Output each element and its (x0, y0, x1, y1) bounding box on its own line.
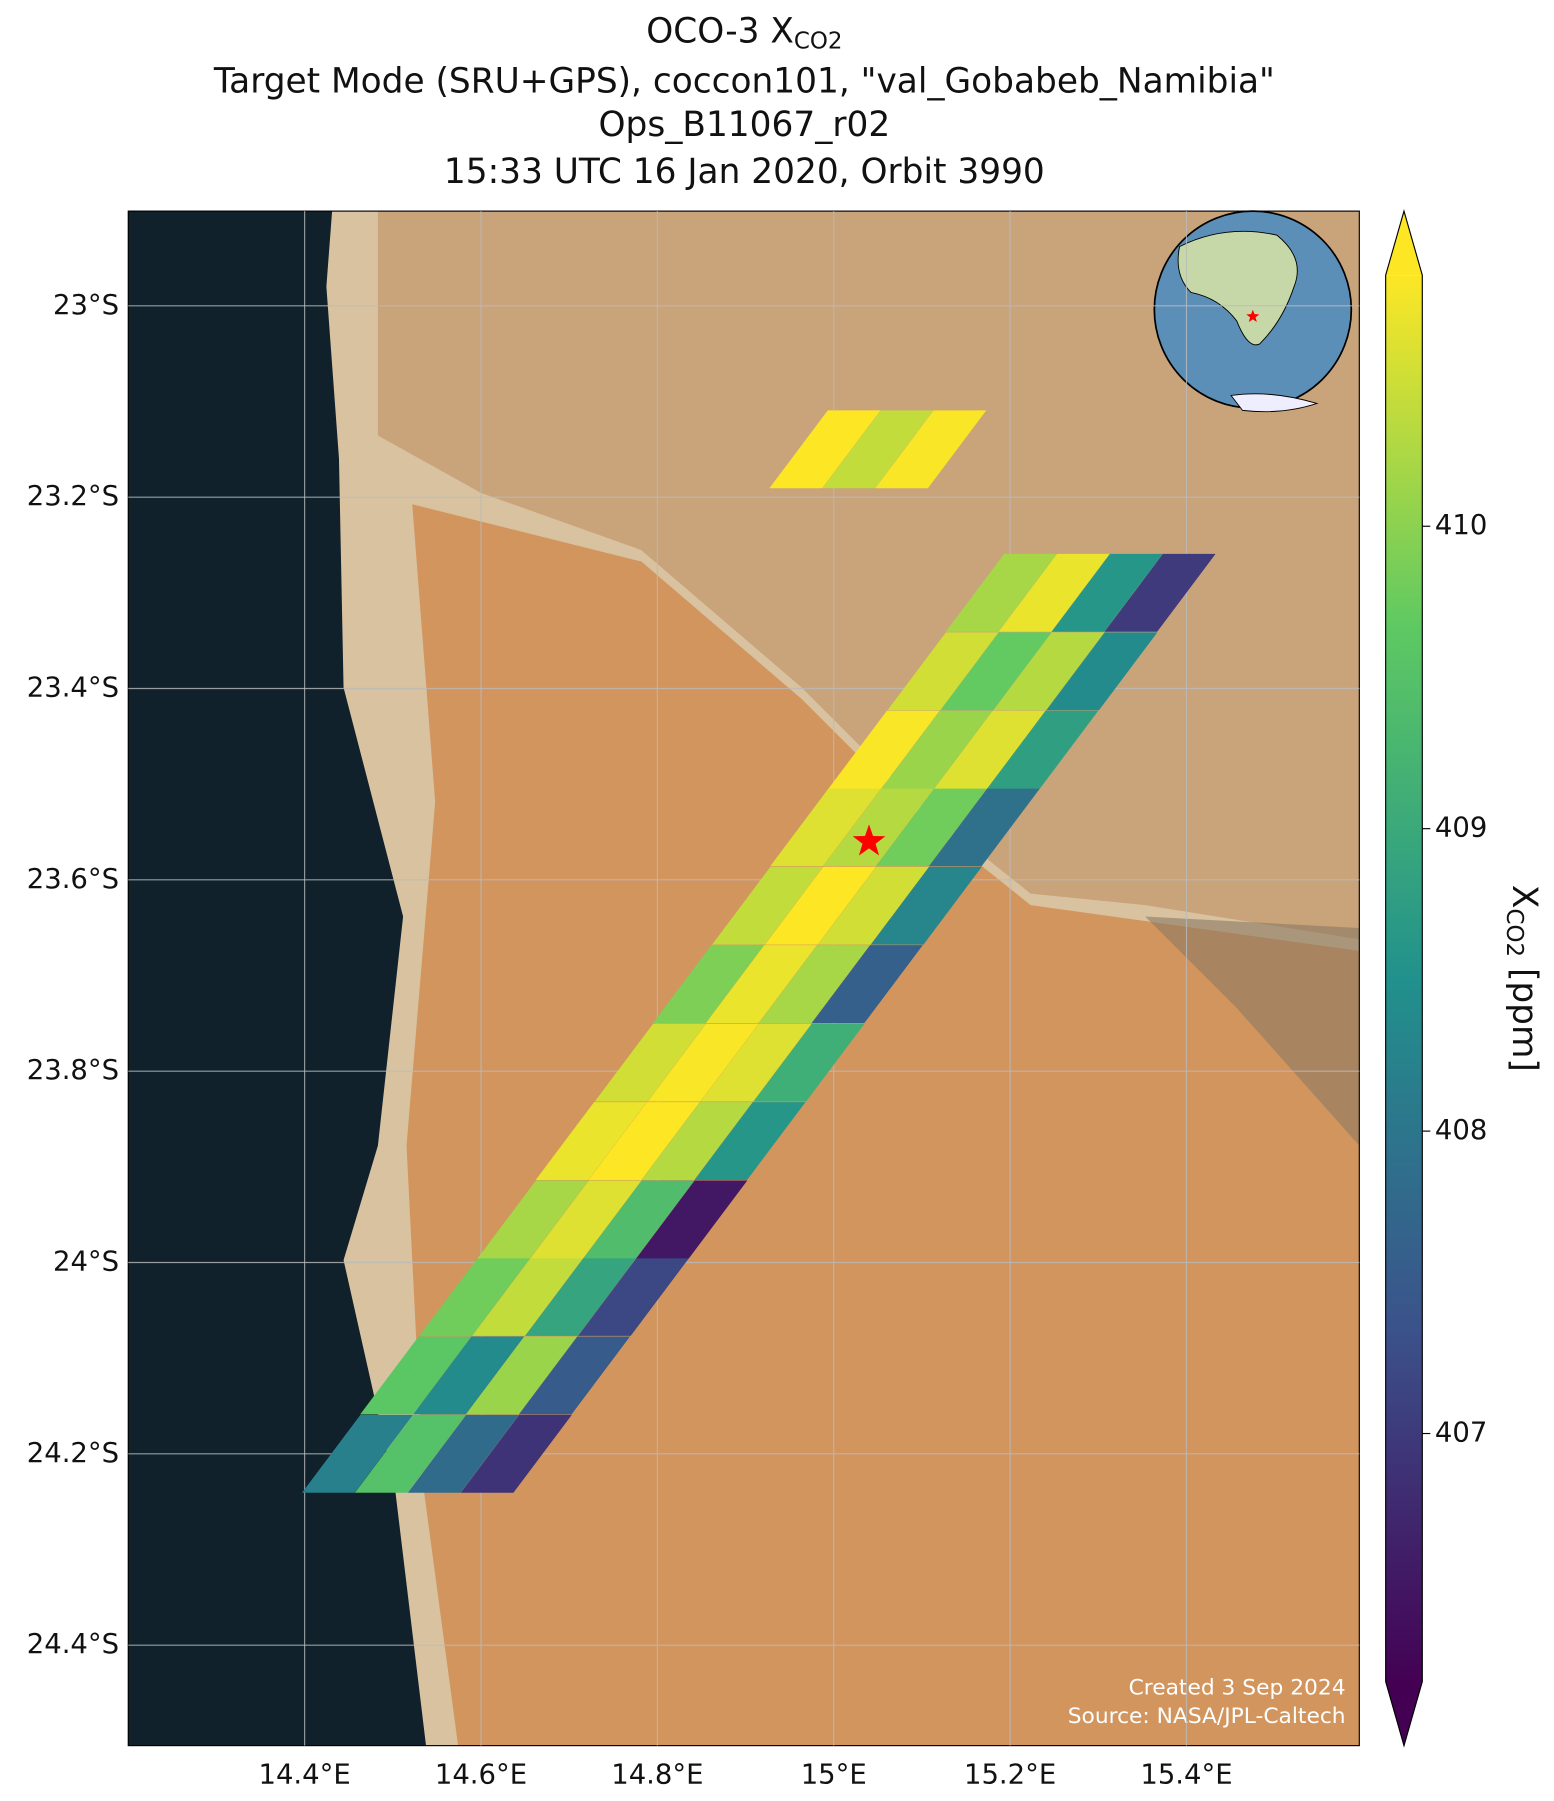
colorbar-tick-label: 407 (1435, 1417, 1487, 1449)
x-tick-label: 14.4°E (258, 1758, 350, 1790)
colorbar-tick-label: 409 (1435, 812, 1487, 844)
colorbar-extend-min (1385, 1681, 1423, 1746)
colorbar-outline (1385, 209, 1423, 1748)
x-tick-label: 15.4°E (1140, 1758, 1232, 1790)
sounding (647, 1023, 759, 1102)
sounding (1104, 553, 1216, 632)
sounding (758, 945, 870, 1024)
y-tick-label: 23.2°S (27, 480, 119, 512)
sounding (823, 788, 935, 867)
x-tick-label: 14.8°E (611, 1758, 703, 1790)
sounding (301, 1414, 414, 1493)
sounding (828, 710, 940, 789)
x-tick-label: 15.2°E (964, 1758, 1056, 1790)
x-tick-label: 14.6°E (435, 1758, 527, 1790)
sounding (998, 553, 1110, 632)
site-marker (852, 824, 886, 856)
sounding (354, 1414, 466, 1493)
sounding (945, 553, 1057, 632)
x-tick-label: 15°E (801, 1758, 867, 1790)
colorbar-tick-label: 408 (1435, 1114, 1487, 1146)
colorbar-extend-max (1385, 211, 1423, 276)
sounding (876, 788, 988, 867)
grid (128, 211, 1360, 1746)
title: OCO-3 XCO2 (646, 11, 842, 54)
sounding (477, 1180, 589, 1259)
y-tick-label: 23.4°S (27, 671, 119, 703)
sounding (413, 1336, 525, 1415)
sounding (525, 1258, 637, 1336)
sounding (530, 1180, 642, 1259)
sounding (652, 945, 765, 1024)
sounding (700, 1023, 812, 1102)
colorbar-label-main: X (1505, 885, 1545, 909)
subtitle: 15:33 UTC 16 Jan 2020, Orbit 3990 (444, 152, 1045, 192)
sounding (817, 866, 929, 945)
colorbar-label-subscript: CO2 (1501, 908, 1527, 957)
y-tick-label: 23.8°S (27, 1054, 119, 1086)
sounding (1051, 553, 1163, 632)
y-tick-label: 24.2°S (27, 1437, 119, 1469)
sounding (407, 1414, 519, 1493)
sounding (822, 410, 934, 489)
credit: Created 3 Sep 2024 (1129, 1675, 1346, 1700)
sounding (360, 1336, 472, 1415)
sounding (764, 866, 877, 945)
y-tick-label: 24°S (53, 1246, 119, 1278)
sounding (472, 1258, 584, 1336)
sounding (578, 1258, 690, 1336)
sounding (940, 632, 1052, 711)
sounding (419, 1258, 531, 1336)
colorbar-label-unit: [ppm] (1505, 957, 1545, 1072)
sounding (870, 866, 982, 945)
sounding (583, 1180, 695, 1259)
colorbar (1385, 275, 1423, 1682)
sounding (641, 1102, 753, 1180)
sounding (769, 410, 881, 489)
sounding (535, 1102, 647, 1180)
sounding (636, 1180, 748, 1259)
sounding (770, 788, 882, 867)
sounding (588, 1102, 700, 1180)
sounding (875, 410, 987, 489)
title-main: OCO-3 X (646, 11, 794, 51)
sounding (460, 1414, 572, 1493)
sounding (753, 1023, 865, 1102)
y-tick-label: 24.4°S (27, 1628, 119, 1660)
sounding (694, 1102, 806, 1180)
sounding (934, 710, 1046, 789)
sounding (466, 1336, 578, 1415)
credit: Source: NASA/JPL-Caltech (1068, 1704, 1346, 1729)
globe-site-marker (1246, 309, 1260, 323)
sounding (712, 866, 824, 945)
subtitle: Target Mode (SRU+GPS), coccon101, "val_G… (213, 61, 1275, 101)
sounding (594, 1023, 706, 1102)
sounding (987, 710, 1099, 789)
sounding (993, 632, 1105, 711)
sounding (518, 1336, 631, 1415)
colorbar-tick-label: 410 (1435, 509, 1487, 541)
sounding (811, 945, 923, 1024)
sounding (887, 632, 999, 711)
y-tick-label: 23.6°S (27, 863, 119, 895)
sounding (705, 945, 817, 1024)
y-tick-label: 23°S (53, 289, 119, 321)
sounding (1046, 632, 1158, 711)
sounding (881, 710, 993, 789)
sounding (928, 788, 1041, 867)
map-frame (127, 210, 1360, 1747)
title-subscript: CO2 (794, 28, 843, 54)
colorbar-label: XCO2 [ppm] (1501, 885, 1544, 1072)
subtitle: Ops_B11067_r02 (599, 105, 891, 145)
